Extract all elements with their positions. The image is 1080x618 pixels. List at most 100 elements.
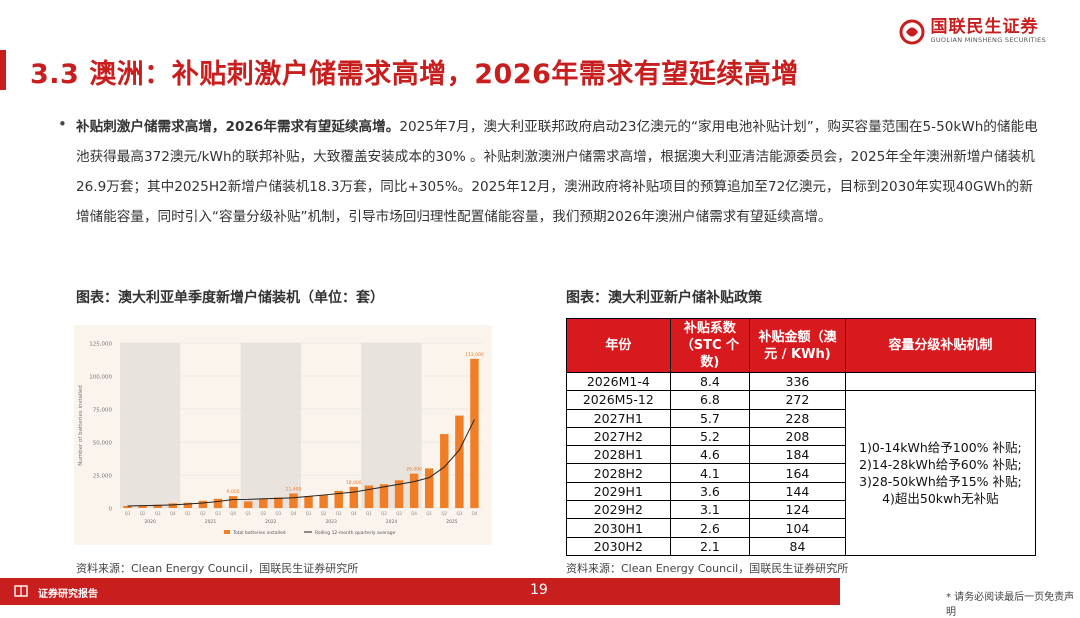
- chart-container: 0 25,000 50,000 75,000 100,000 125,000 Number …: [74, 325, 492, 545]
- bar: [394, 480, 404, 508]
- data-label: 18,000: [346, 480, 362, 486]
- y-tick-label: 100,000: [89, 375, 112, 381]
- paragraph-text: 2025年7月，澳大利亚联邦政府启动23亿澳元的“家用电池补贴计划”，购买容量范…: [76, 119, 1038, 225]
- y-tick-label: 50,000: [93, 441, 113, 447]
- x-tick-label: Q3: [336, 511, 342, 516]
- table-cell: 5.7: [669, 408, 751, 428]
- subsidy-table: 年份 补贴系数 （STC 个数) 补贴金额（澳元 / KWh) 容量分级补贴机制 202…: [566, 318, 1037, 556]
- data-label: 9,000: [227, 489, 240, 495]
- table-cell: 6.8: [669, 390, 751, 410]
- bar: [424, 468, 434, 508]
- legend-swatch-bars: [224, 530, 230, 534]
- bar: [183, 502, 193, 508]
- right-figure-source: 资料来源：Clean Energy Council，国联民生证券研究所: [566, 562, 849, 575]
- x-tick-label: Q2: [441, 511, 447, 516]
- bar: [379, 484, 389, 508]
- brand-logo: 国联民生证券 GUOLIAN MINSHENG SECURITIES: [899, 18, 1046, 45]
- page-number: 19: [530, 582, 548, 598]
- table-row: 2026M1-4 8.4 336: [566, 371, 1037, 392]
- x-tick-label: Q2: [260, 511, 266, 516]
- x-tick-label: Q2: [381, 511, 387, 516]
- bar: [319, 494, 328, 508]
- bullet-marker: •: [58, 115, 67, 133]
- bar: [153, 504, 162, 508]
- bar: [409, 473, 419, 508]
- installations-chart: 0 25,000 50,000 75,000 100,000 125,000 Number …: [78, 342, 484, 537]
- bar: [470, 358, 479, 508]
- table-cell: 228: [749, 408, 846, 428]
- table-cell: 272: [749, 390, 846, 410]
- logo-text-en: GUOLIAN MINSHENG SECURITIES: [930, 36, 1046, 44]
- title-accent-bar: [0, 50, 6, 90]
- table-header-cell: 年份: [566, 318, 671, 373]
- x-tick-label: Q1: [125, 511, 131, 516]
- legend-label: Rolling 12-month quarterly average: [315, 530, 396, 536]
- bar: [440, 434, 449, 508]
- paragraph-lead: 补贴刺激户储需求高增，2026年需求有望延续高增。: [76, 119, 400, 135]
- rolling-average-line: [127, 419, 475, 507]
- data-label: 11,400: [286, 486, 302, 492]
- table-cell: 8.4: [669, 371, 751, 392]
- table-row: 2026M5-12 6.8 272 1)0-14kWh给予100% 补贴; 2)14-2…: [566, 390, 1037, 556]
- table-row: 2027H2 5.2 208: [566, 426, 1036, 447]
- x-tick-label: Q4: [170, 511, 176, 516]
- mechanism-cell-top: [844, 371, 1037, 391]
- table-cell: 4.1: [669, 463, 751, 483]
- right-figure-caption: 图表：澳大利亚新户储补贴政策: [566, 290, 762, 306]
- table-header-cell: 容量分级补贴机制: [844, 318, 1037, 373]
- x-tick-label: Q1: [306, 511, 312, 516]
- x-tick-label: Q2: [321, 511, 327, 516]
- table-row: 2030H1 2.6 104: [566, 518, 1036, 538]
- bar: [198, 500, 208, 508]
- table-cell: 144: [749, 481, 846, 502]
- x-tick-label: Q1: [366, 511, 372, 516]
- logo-mark-icon: [899, 19, 925, 44]
- bar: [259, 498, 268, 508]
- x-tick-label: Q1: [245, 511, 251, 516]
- bar: [334, 490, 343, 508]
- table-cell: 124: [749, 500, 846, 520]
- bar: [228, 496, 238, 508]
- body-paragraph: 补贴刺激户储需求高增，2026年需求有望延续高增。2025年7月，澳大利亚联邦政…: [76, 112, 1038, 232]
- table-cell: 2028H2: [566, 463, 671, 483]
- footer-disclaimer: * 请务必阅读最后一页免责声明: [946, 592, 1075, 618]
- x-year-label: 2023: [325, 519, 337, 525]
- bar: [123, 506, 132, 508]
- table-cell: 84: [749, 536, 846, 556]
- bar: [274, 497, 283, 508]
- x-tick-label: Q3: [396, 511, 402, 516]
- y-tick-label: 25,000: [93, 474, 113, 480]
- table-cell: 336: [749, 371, 846, 392]
- table-header-row: 年份 补贴系数 （STC 个数) 补贴金额（澳元 / KWh) 容量分级补贴机制: [566, 318, 1037, 373]
- bar: [364, 485, 374, 508]
- table-row: 2027H1 5.7 228: [566, 408, 1036, 428]
- table-cell: 2027H1: [566, 408, 671, 428]
- x-tick-label: Q4: [472, 511, 478, 516]
- table-cell: 2028H1: [566, 445, 671, 465]
- x-tick-label: Q3: [215, 511, 221, 516]
- table-header-cell: 补贴系数 （STC 个数): [669, 318, 751, 373]
- footer-label: 证券研究报告: [38, 589, 98, 600]
- table-cell: 2.1: [669, 536, 751, 556]
- x-tick-label: Q3: [457, 511, 463, 516]
- y-tick-label: 125,000: [89, 342, 112, 348]
- table-cell: 164: [749, 463, 846, 483]
- x-year-label: 2021: [205, 519, 217, 525]
- page-title: 3.3 澳洲：补贴刺激户储需求高增，2026年需求有望延续高增: [30, 59, 799, 90]
- table-cell: 2027H2: [566, 426, 671, 447]
- table-cell: 2026M1-4: [566, 371, 671, 392]
- footer-right-panel: [840, 578, 1080, 605]
- table-cell: 5.2: [669, 426, 751, 447]
- table-cell: 3.1: [669, 500, 751, 520]
- x-year-label: 2022: [265, 519, 277, 525]
- x-year-label: 2024: [386, 519, 398, 525]
- y-tick-label: 0: [109, 507, 113, 513]
- table-row: 2029H2 3.1 124: [566, 500, 1036, 520]
- data-label: 113,000: [465, 352, 484, 358]
- x-tick-label: Q2: [140, 511, 146, 516]
- left-figure-source: 资料来源：Clean Energy Council，国联民生证券研究所: [76, 562, 359, 575]
- bar: [168, 503, 178, 508]
- x-tick-label: Q4: [411, 511, 417, 516]
- bar: [304, 496, 313, 508]
- x-tick-label: Q3: [276, 511, 282, 516]
